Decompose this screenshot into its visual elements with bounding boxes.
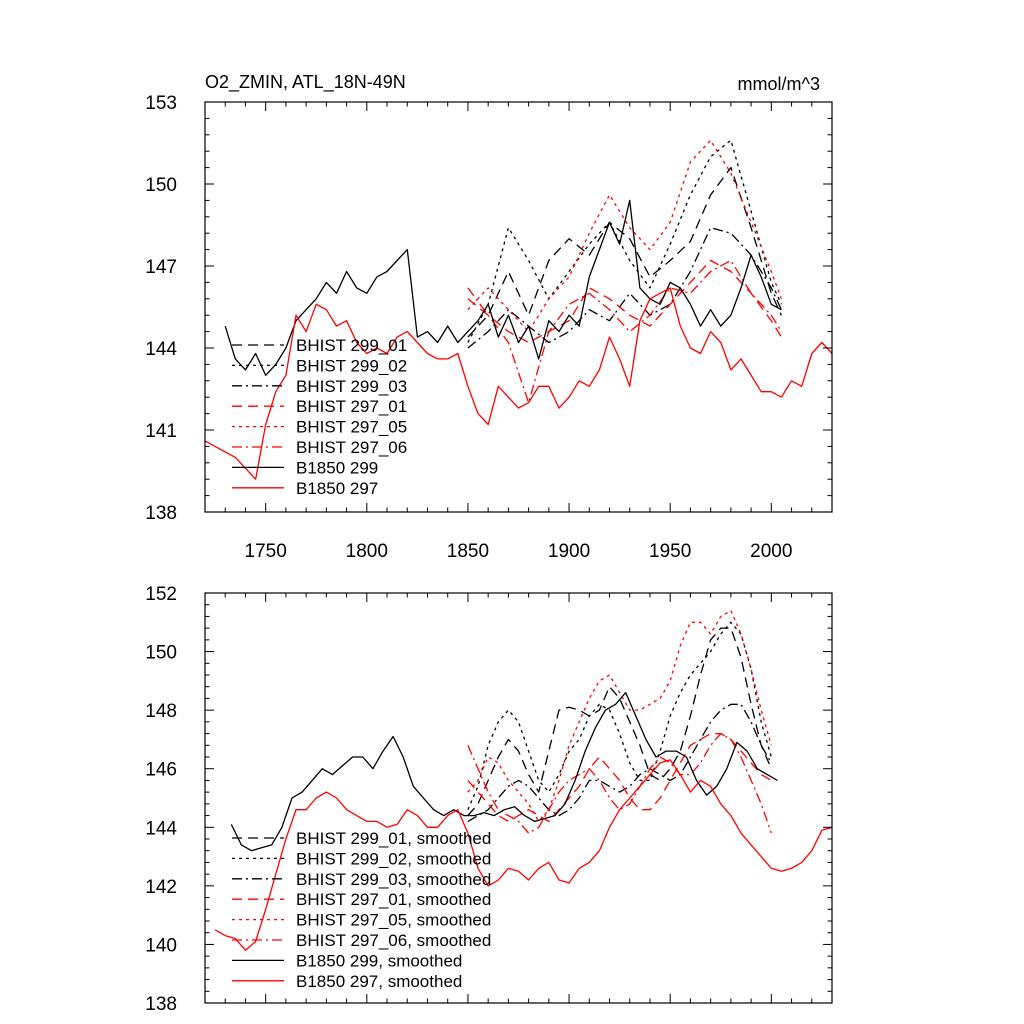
y-tick-label: 141 [145, 421, 177, 442]
y-tick-label: 150 [145, 175, 177, 196]
legend-label: BHIST 299_03 [296, 377, 407, 396]
plot-frame [204, 592, 833, 1004]
y-tick-label: 147 [145, 257, 177, 278]
y-tick-label: 152 [145, 584, 177, 605]
x-tick-label: 1950 [649, 541, 691, 562]
plot-frame [204, 101, 833, 513]
series-line-7 [205, 287, 832, 480]
series-line-4 [467, 609, 772, 823]
series-line-1 [467, 139, 782, 343]
series-line-7 [214, 759, 832, 951]
series-line-6 [230, 691, 778, 852]
top-panel: 138 141 144 147 150 153 1750 1800 1850 1900 1950 20… [145, 72, 833, 562]
series-line-2 [467, 703, 772, 822]
y-tick-label: 138 [145, 503, 177, 524]
legend-label: BHIST 299_01, smoothed [296, 829, 491, 848]
series-line-1 [467, 621, 772, 810]
legend-label: B1850 299, smoothed [296, 951, 462, 970]
legend-label: BHIST 299_02, smoothed [296, 849, 491, 868]
legend-label: BHIST 299_02 [296, 356, 407, 375]
x-tick-label: 1900 [548, 541, 590, 562]
legend-label: B1850 297 [296, 479, 378, 498]
series-lines [205, 139, 832, 480]
x-tick-label: 2000 [750, 541, 792, 562]
y-tick-label: 153 [145, 93, 177, 114]
series-line-0 [467, 166, 782, 338]
series-line-0 [467, 627, 772, 817]
series-line-5 [467, 732, 772, 834]
legend-label: BHIST 297_05 [296, 418, 407, 437]
legend-label: B1850 299 [296, 458, 378, 477]
legend-label: BHIST 297_06 [296, 438, 407, 457]
legend-label: BHIST 299_03, smoothed [296, 870, 491, 889]
units-label: mmol/m^3 [738, 74, 820, 94]
legend-label: BHIST 297_01, smoothed [296, 890, 491, 909]
legend-label: BHIST 297_01 [296, 397, 407, 416]
series-line-3 [467, 732, 772, 823]
y-tick-label: 140 [145, 935, 177, 956]
series-lines [214, 609, 832, 951]
series-line-3 [467, 259, 782, 344]
y-tick-label: 138 [145, 994, 177, 1015]
y-tick-label: 148 [145, 701, 177, 722]
series-line-5 [467, 259, 782, 404]
legend-label: BHIST 299_01 [296, 336, 407, 355]
x-tick-label: 1800 [346, 541, 388, 562]
series-line-2 [467, 227, 782, 349]
series-line-4 [467, 139, 783, 333]
y-tick-label: 146 [145, 760, 177, 781]
bottom-panel: 138 140 142 144 146 148 150 152 BHIST 299_01, sm… [145, 584, 833, 1015]
x-tick-label: 1750 [245, 541, 287, 562]
x-tick-label: 1850 [447, 541, 489, 562]
y-tick-label: 142 [145, 877, 177, 898]
y-tick-label: 150 [145, 643, 177, 664]
legend-label: B1850 297, smoothed [296, 972, 462, 991]
chart-title: O2_ZMIN, ATL_18N-49N [205, 72, 406, 93]
series-line-6 [224, 199, 782, 376]
legend-label: BHIST 297_06, smoothed [296, 931, 491, 950]
y-tick-label: 144 [145, 339, 177, 360]
legend-label: BHIST 297_05, smoothed [296, 911, 491, 930]
y-tick-label: 144 [145, 818, 177, 839]
